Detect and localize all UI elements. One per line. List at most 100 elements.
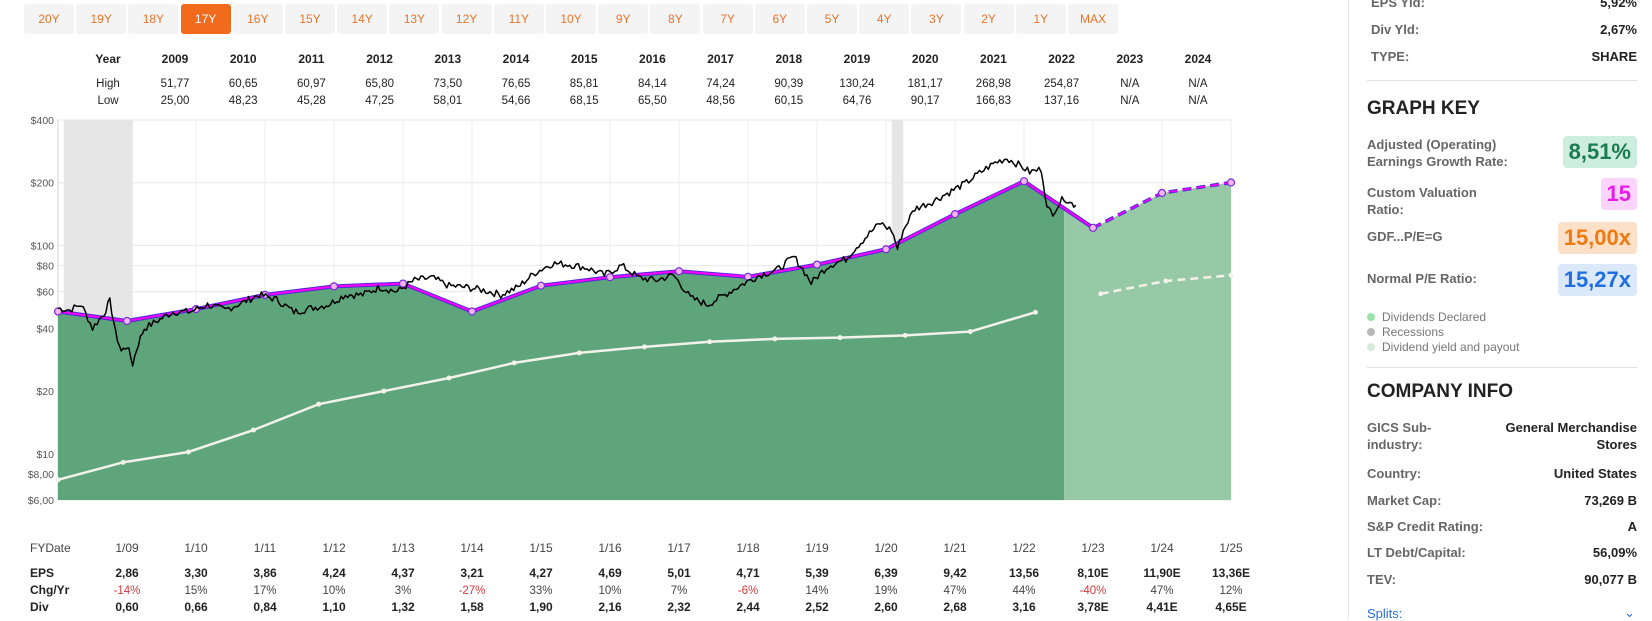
range-button-7y[interactable]: 7Y	[702, 4, 753, 34]
price-table-year: 2018	[775, 52, 802, 66]
range-button-9y[interactable]: 9Y	[598, 4, 649, 34]
div-value: 2,60	[874, 600, 898, 614]
price-table-year: 2024	[1185, 52, 1212, 66]
normal-pe-point	[902, 332, 908, 338]
projected-earnings-area	[1064, 182, 1231, 501]
fy-date-tick: 1/25	[1219, 541, 1243, 555]
price-table-low: N/A	[1188, 95, 1208, 107]
range-button-10y[interactable]: 10Y	[546, 4, 596, 34]
price-table-low: 47,25	[365, 95, 394, 107]
range-button-17y[interactable]: 17Y	[180, 4, 231, 34]
splits-link[interactable]: Splits:	[1367, 606, 1403, 621]
fy-date-tick: 1/16	[598, 541, 622, 555]
price-table-year: 2012	[366, 52, 393, 66]
range-button-11y[interactable]: 11Y	[493, 4, 544, 34]
price-table-year: 2015	[571, 52, 598, 66]
price-table-low: 64,76	[843, 95, 872, 107]
range-button-5y[interactable]: 5Y	[807, 4, 857, 34]
chg-yr-value: 15%	[184, 585, 207, 597]
legend-dot-icon	[1367, 313, 1375, 321]
earnings-point	[812, 260, 822, 269]
normal-pe-point	[1163, 278, 1169, 284]
fy-date-label: FYDate	[30, 541, 71, 555]
range-button-18y[interactable]: 18Y	[128, 4, 179, 34]
price-table-low: 68,15	[570, 95, 599, 107]
eps-value: 13,36E	[1212, 566, 1250, 580]
price-table-low-label: Low	[97, 95, 119, 107]
eps-value: 5,01	[667, 566, 691, 580]
price-table-high: 60,97	[297, 78, 326, 90]
range-button-3y[interactable]: 3Y	[911, 4, 962, 34]
fy-date-tick: 1/15	[529, 541, 553, 555]
fy-date-tick: 1/18	[736, 541, 760, 555]
chg-yr-value: -40%	[1080, 585, 1107, 597]
range-button-19y[interactable]: 19Y	[76, 4, 127, 34]
fy-date-tick: 1/14	[460, 541, 484, 555]
range-button-14y[interactable]: 14Y	[337, 4, 388, 34]
range-button-4y[interactable]: 4Y	[859, 4, 910, 34]
eps-value: 11,90E	[1143, 566, 1180, 580]
chg-yr-value: -27%	[459, 585, 486, 597]
normal-pe-point	[967, 329, 973, 335]
range-button-6y[interactable]: 6Y	[754, 4, 805, 34]
normal-pe-point	[1098, 291, 1104, 297]
price-table-high: 181,17	[908, 78, 943, 90]
chart: Year High Low 2009 51,77 25,00 2010 60,65 48,23 2…	[28, 52, 1250, 614]
graph-key-label: Normal P/E Ratio:	[1367, 271, 1477, 286]
normal-pe-point	[381, 388, 387, 394]
price-table-low: 65,50	[638, 95, 667, 107]
div-value: 0,66	[184, 600, 208, 614]
company-info-label: Market Cap:	[1367, 493, 1442, 508]
eps-value: 6,39	[874, 566, 898, 580]
y-tick-label: $400	[31, 115, 55, 127]
div-value: 1,58	[460, 600, 484, 614]
eps-value: 3,21	[460, 566, 484, 580]
graph-key-label: Custom Valuation Ratio:	[1367, 185, 1477, 217]
range-button-8y[interactable]: 8Y	[650, 4, 701, 34]
fy-date-tick: 1/22	[1012, 541, 1036, 555]
price-table-low: 166,83	[976, 95, 1011, 107]
graph-key-value: 15,27x	[1557, 264, 1637, 296]
company-info-label: S&P Credit Rating:	[1367, 519, 1484, 534]
chevron-down-icon[interactable]: ⌄	[1624, 605, 1635, 620]
div-yield-value: 2,67%	[1600, 22, 1637, 37]
price-table-high: 254,87	[1044, 78, 1079, 90]
div-value: 4,41E	[1146, 600, 1177, 614]
eps-value: 8,10E	[1077, 566, 1108, 580]
chg-yr-value: 10%	[598, 585, 621, 597]
chg-yr-value: 33%	[529, 585, 552, 597]
price-table-low: 60,15	[774, 95, 803, 107]
price-table-year: 2020	[912, 52, 939, 66]
div-value: 1,90	[529, 600, 553, 614]
price-table-high: 85,81	[570, 78, 599, 90]
y-tick-label: $20	[36, 386, 54, 398]
range-button-15y[interactable]: 15Y	[285, 4, 335, 34]
price-table-high: N/A	[1188, 78, 1208, 90]
range-button-1y[interactable]: 1Y	[1015, 4, 1066, 34]
price-table-high: 84,14	[638, 78, 667, 90]
chg-yr-value: 7%	[671, 585, 688, 597]
company-info-title: COMPANY INFO	[1367, 381, 1514, 402]
legend-item: Recessions	[1367, 325, 1444, 339]
eps-value: 4,69	[598, 566, 622, 580]
divider	[1367, 80, 1637, 81]
legend-item: Dividends Declared	[1367, 310, 1486, 324]
company-info-value: 73,269 B	[1584, 493, 1637, 508]
range-button-max[interactable]: MAX	[1068, 4, 1118, 34]
price-table-low: 137,16	[1044, 95, 1079, 107]
price-table-high: 90,39	[774, 78, 803, 90]
earnings-point	[1226, 178, 1236, 187]
fy-date-tick: 1/12	[322, 541, 346, 555]
graph-key-label: GDF...P/E=G	[1367, 229, 1443, 244]
range-button-13y[interactable]: 13Y	[389, 4, 440, 34]
range-button-20y[interactable]: 20Y	[24, 4, 74, 34]
range-button-2y[interactable]: 2Y	[963, 4, 1014, 34]
earnings-point	[1088, 223, 1098, 232]
div-value: 0,60	[115, 600, 139, 614]
legend-dot-icon	[1367, 343, 1375, 351]
y-tick-label: $10	[36, 449, 54, 461]
range-button-12y[interactable]: 12Y	[441, 4, 492, 34]
range-button-16y[interactable]: 16Y	[232, 4, 283, 34]
eps-value: 13,56	[1009, 566, 1039, 580]
div-value: 1,10	[322, 600, 346, 614]
